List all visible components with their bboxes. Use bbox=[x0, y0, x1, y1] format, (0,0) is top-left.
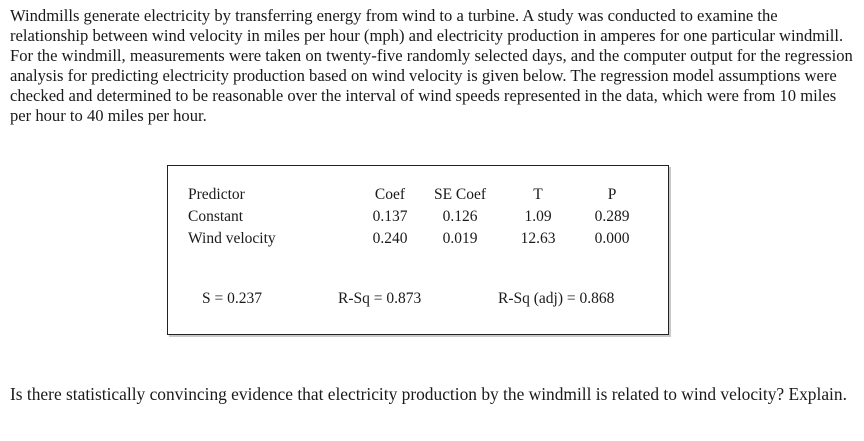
r-sq-statistic: R-Sq = 0.873 bbox=[338, 290, 422, 307]
t-cell: 12.63 bbox=[520, 230, 556, 247]
predictor-cell: Constant bbox=[188, 208, 244, 225]
header-predictor: Predictor bbox=[188, 186, 245, 203]
p-cell: 0.000 bbox=[594, 230, 630, 247]
coef-cell: 0.240 bbox=[372, 230, 408, 247]
table-header-row: Predictor Coef SE Coef T P bbox=[188, 184, 648, 206]
regression-output: Predictor Coef SE Coef T P Constant 0.13… bbox=[167, 165, 669, 335]
header-se-coef: SE Coef bbox=[433, 186, 487, 203]
header-coef: Coef bbox=[374, 186, 406, 203]
se-coef-cell: 0.126 bbox=[442, 208, 478, 225]
table-row: Constant 0.137 0.126 1.09 0.289 bbox=[188, 206, 648, 228]
header-t: T bbox=[533, 186, 543, 203]
se-coef-cell: 0.019 bbox=[442, 230, 478, 247]
table-row: Wind velocity 0.240 0.019 12.63 0.000 bbox=[188, 228, 648, 250]
header-p: P bbox=[607, 186, 617, 203]
t-cell: 1.09 bbox=[524, 208, 552, 225]
regression-table: Predictor Coef SE Coef T P Constant 0.13… bbox=[188, 184, 648, 250]
s-statistic: S = 0.237 bbox=[202, 290, 262, 307]
p-cell: 0.289 bbox=[594, 208, 630, 225]
problem-intro: Windmills generate electricity by transf… bbox=[10, 6, 853, 125]
r-sq-adj-statistic: R-Sq (adj) = 0.868 bbox=[498, 290, 615, 307]
predictor-cell: Wind velocity bbox=[188, 230, 276, 247]
problem-question: Is there statistically convincing eviden… bbox=[10, 384, 847, 404]
coef-cell: 0.137 bbox=[372, 208, 408, 225]
